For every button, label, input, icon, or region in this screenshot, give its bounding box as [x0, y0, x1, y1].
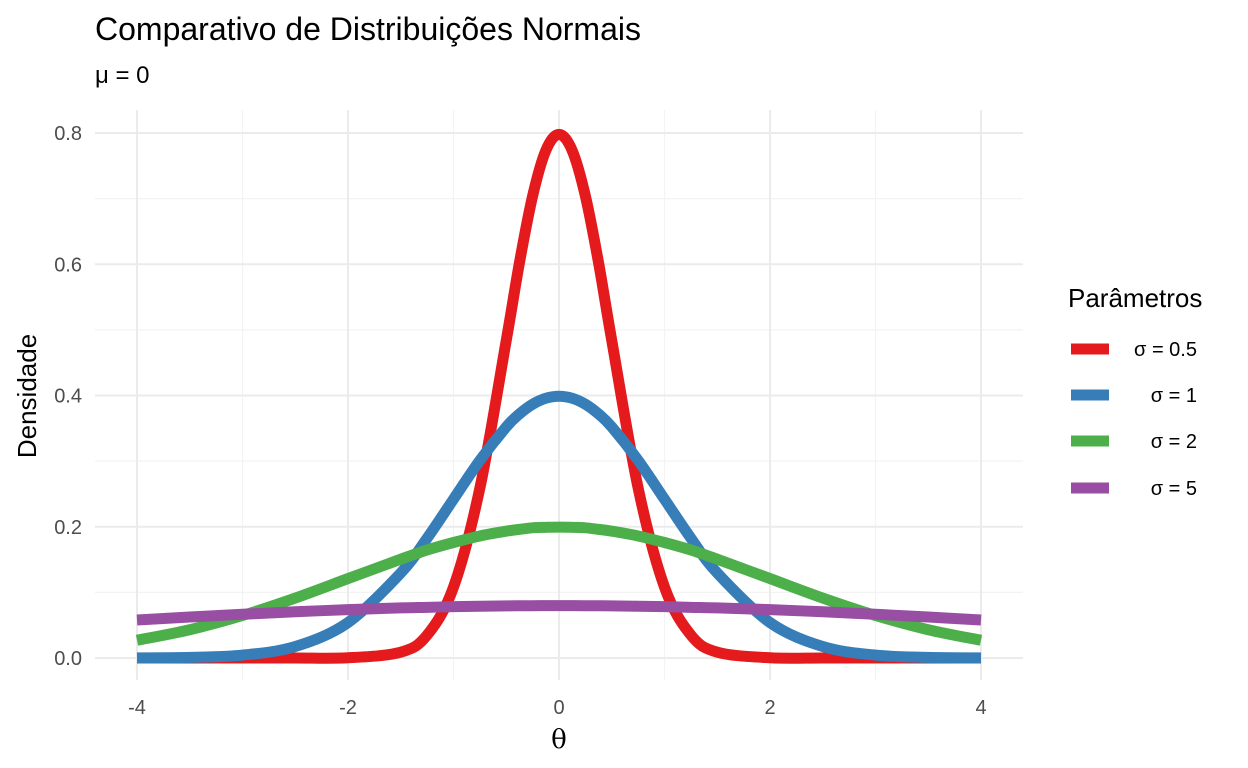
y-axis-title: Densidade [12, 334, 42, 458]
x-tick-label: 2 [764, 697, 775, 719]
series-line [136, 600, 982, 626]
y-tick-label: 0.2 [54, 517, 82, 539]
y-tick-label: 0.6 [54, 254, 82, 276]
legend: Parâmetros σ = 0.5 σ = 1 σ = 2 σ = 5 [1068, 283, 1202, 500]
x-tick-label: -2 [339, 697, 357, 719]
y-axis-ticks: 0.0 0.2 0.4 0.6 0.8 [54, 123, 82, 670]
x-axis-ticks: -4 -2 0 2 4 [128, 697, 986, 719]
x-axis-title: θ [551, 725, 567, 755]
series-line [135, 521, 983, 646]
legend-label: σ = 0.5 [1134, 339, 1197, 361]
chart-title: Comparativo de Distribuições Normais [95, 11, 641, 47]
x-tick-label: -4 [128, 697, 146, 719]
legend-title: Parâmetros [1068, 283, 1202, 313]
y-tick-label: 0.4 [54, 386, 82, 408]
y-tick-label: 0.8 [54, 123, 82, 145]
chart-subtitle: μ = 0 [95, 62, 150, 89]
plot-curves [135, 128, 983, 664]
legend-label: σ = 5 [1151, 478, 1197, 500]
legend-label: σ = 2 [1151, 431, 1197, 453]
legend-label: σ = 1 [1151, 385, 1197, 407]
y-tick-label: 0.0 [54, 648, 82, 670]
series-line [137, 128, 981, 664]
x-tick-label: 0 [553, 697, 564, 719]
x-tick-label: 4 [975, 697, 986, 719]
